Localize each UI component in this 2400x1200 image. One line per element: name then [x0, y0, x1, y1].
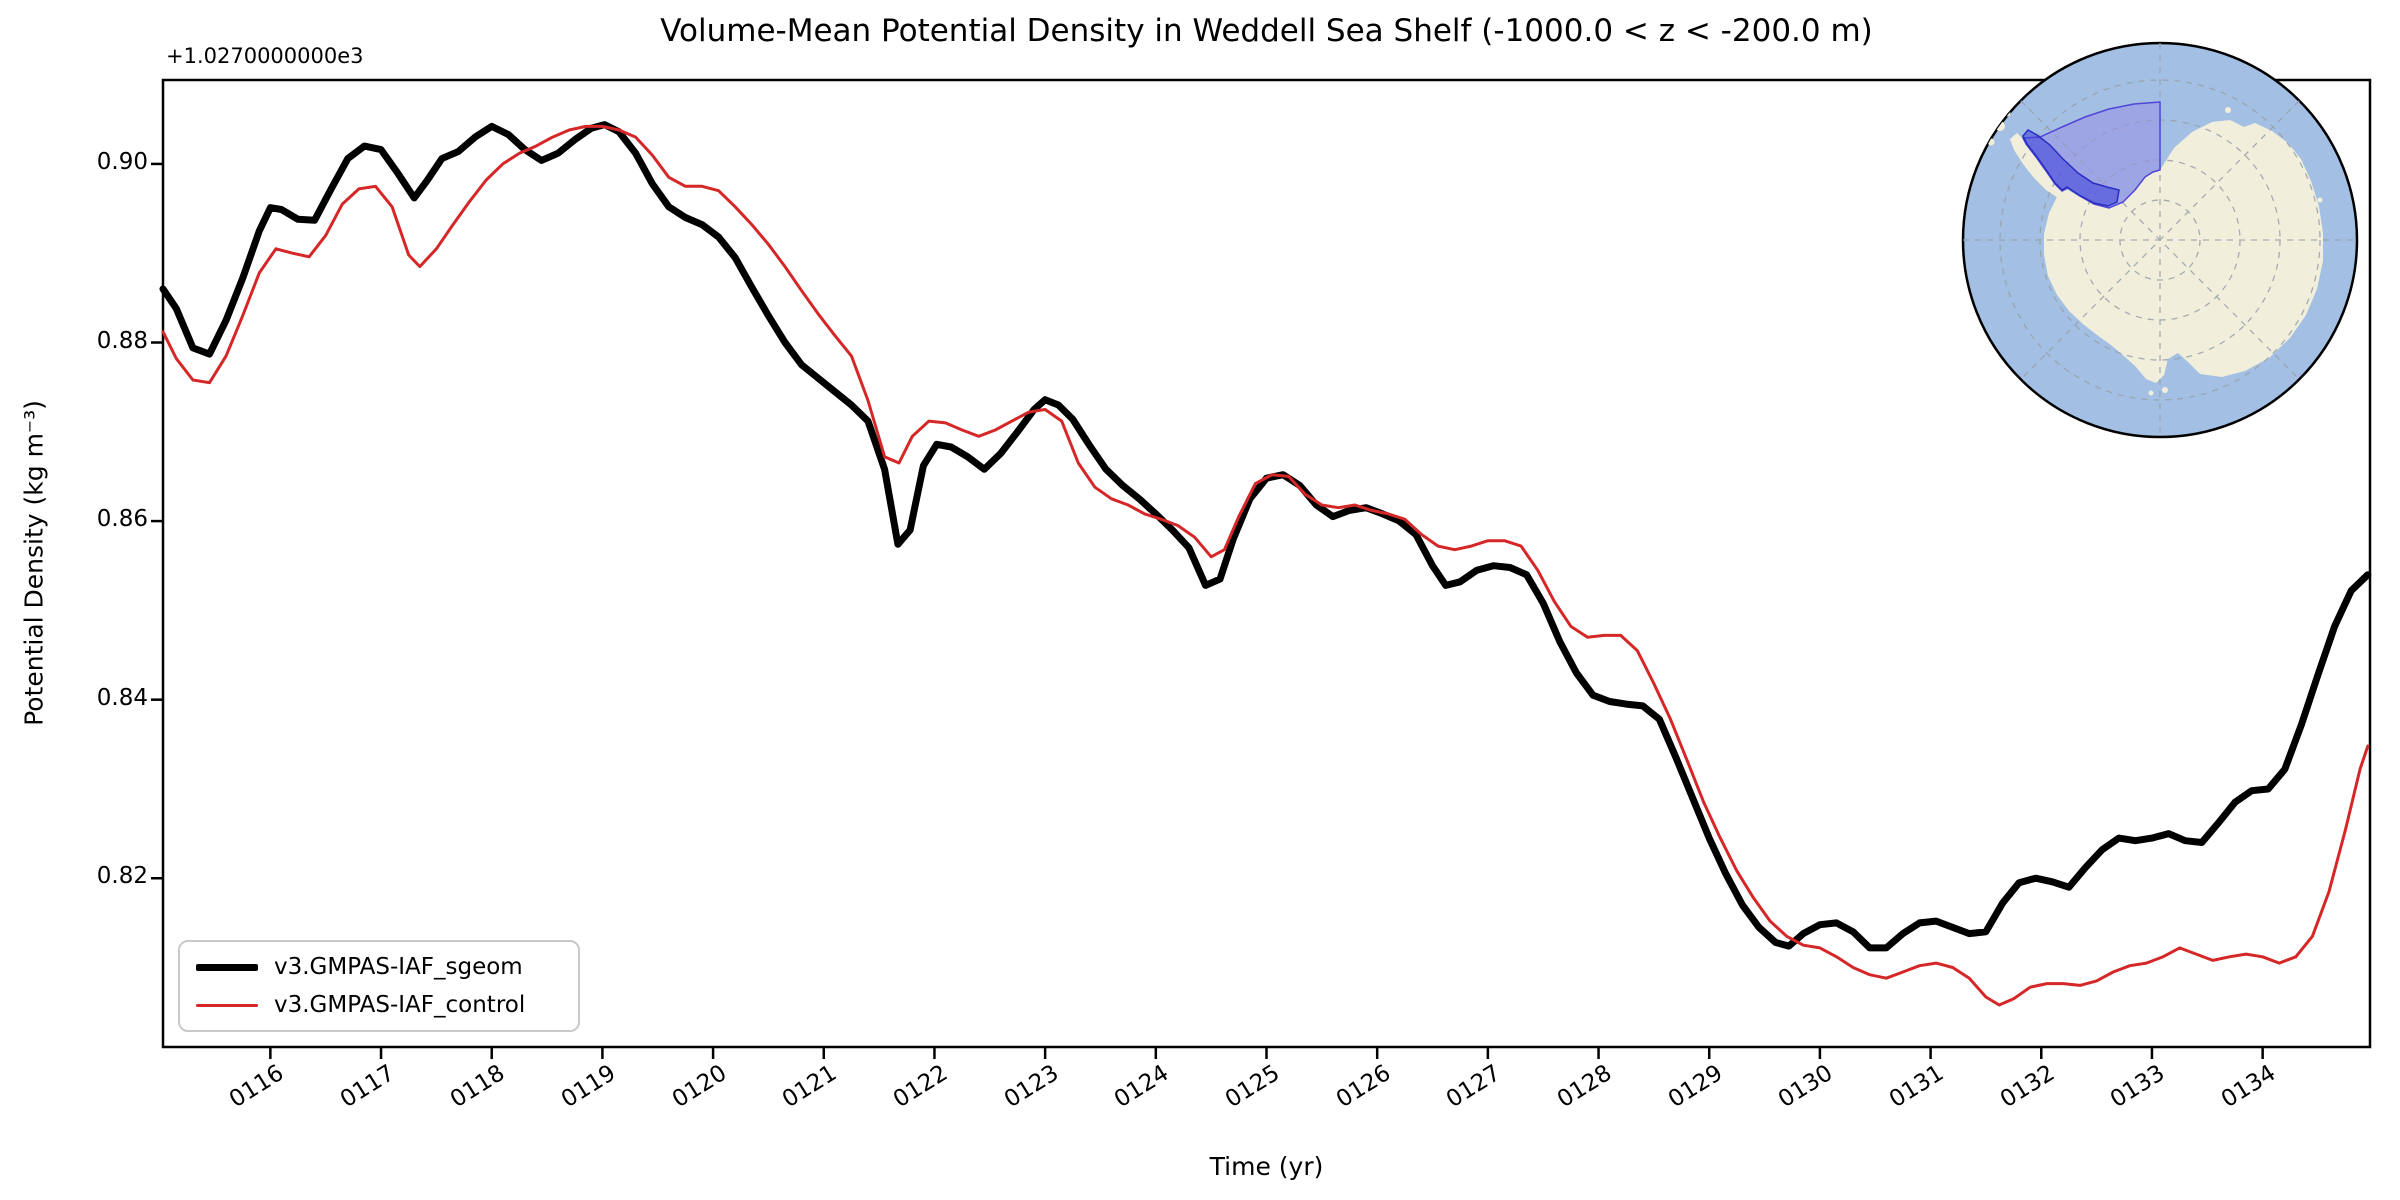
island	[2317, 197, 2323, 203]
y-tick-label: 0.84	[96, 684, 148, 711]
antarctic-peninsula	[2010, 133, 2063, 198]
legend-box: v3.GMPAS-IAF_sgeom v3.GMPAS-IAF_control	[178, 940, 580, 1032]
island	[2148, 390, 2154, 396]
antarctica-inset-map	[1961, 41, 2359, 439]
y-tick-label: 0.90	[96, 148, 148, 175]
y-tick-label: 0.82	[96, 863, 148, 890]
y-tick-label: 0.86	[96, 506, 148, 533]
y-axis-label: Potential Density (kg m⁻³)	[19, 400, 49, 726]
island	[2225, 107, 2231, 113]
x-axis-label: Time (yr)	[1209, 1152, 1324, 1181]
series-line-control	[161, 124, 2370, 1007]
legend-label: v3.GMPAS-IAF_control	[274, 992, 526, 1018]
antarctica-mainland	[2044, 120, 2323, 383]
y-tick-label: 0.88	[96, 327, 148, 354]
legend-entry: v3.GMPAS-IAF_control	[196, 992, 578, 1018]
legend-line-sample	[196, 1003, 258, 1007]
legend-entry: v3.GMPAS-IAF_sgeom	[196, 954, 578, 980]
y-axis-offset-text: +1.0270000000e3	[166, 44, 364, 68]
legend-line-sample	[196, 963, 258, 971]
legend-label: v3.GMPAS-IAF_sgeom	[274, 954, 523, 980]
map-graticule	[1963, 43, 2357, 437]
chart-title: Volume-Mean Potential Density in Weddell…	[660, 13, 1873, 49]
island	[2162, 387, 2168, 393]
weddell-shelf-band	[2022, 129, 2120, 207]
series-line-sgeom	[159, 121, 2372, 952]
